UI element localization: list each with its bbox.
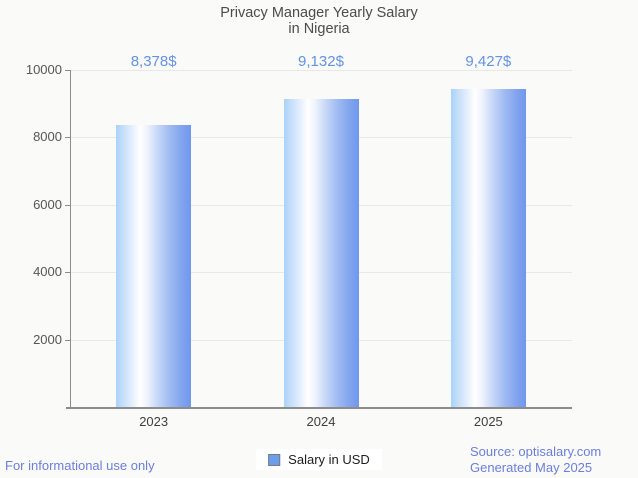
source-block: Source: optisalary.com Generated May 202… [470,444,601,476]
legend-swatch [268,453,281,466]
gridline [70,70,572,71]
y-axis-tick [65,70,70,71]
y-axis-tick-label: 8000 [33,129,62,145]
x-axis-line [66,407,572,409]
y-axis-tick-label: 2000 [33,331,62,347]
bar-2023[interactable] [116,124,192,407]
bar-value-label: 9,132$ [298,53,344,70]
chart-title-line1: Privacy Manager Yearly Salary [220,5,418,21]
x-axis-tick-label: 2024 [306,414,336,429]
source-text: Source: optisalary.com [470,444,602,459]
disclaimer-text: For informational use only [5,458,155,473]
y-axis-tick [65,204,70,206]
bar-value-label: 9,427$ [465,53,512,70]
bar-2025[interactable] [450,89,526,407]
chart-title-line2: in Nigeria [288,21,350,37]
legend: Salary in USD [256,449,382,470]
bar-value-label: 8,378$ [130,53,177,70]
x-axis-tick-label: 2023 [139,414,169,429]
x-axis-tick-label: 2025 [473,414,503,429]
y-axis-tick-label: 10000 [25,62,62,77]
y-axis-tick [65,272,70,274]
bar-2024[interactable] [283,99,359,407]
y-axis-tick [65,339,70,341]
generated-text: Generated May 2025 [470,460,593,475]
y-axis-tick-label: 6000 [33,196,62,212]
legend-label: Salary in USD [288,452,370,467]
y-axis-line [70,70,71,407]
y-axis-tick [65,137,70,139]
chart-title: Privacy Manager Yearly Salary in Nigeria [0,5,638,37]
y-axis-tick-label: 4000 [33,264,62,280]
